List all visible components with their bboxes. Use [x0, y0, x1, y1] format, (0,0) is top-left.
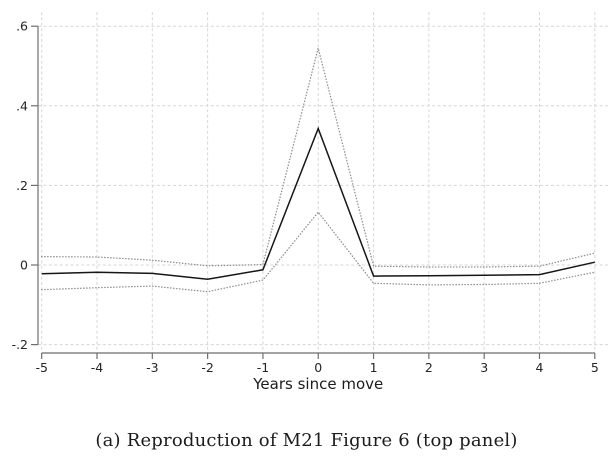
x-tick-label: 2: [425, 360, 433, 375]
x-tick-label: -4: [91, 360, 104, 375]
x-axis-title: Years since move: [252, 375, 383, 393]
y-tick-label: .6: [16, 19, 28, 34]
x-tick-label: 0: [314, 360, 322, 375]
series-point-estimate: [41, 126, 595, 281]
x-tick-label: -2: [201, 360, 213, 375]
x-tick-label: 5: [591, 360, 599, 375]
x-tick-label: -3: [146, 360, 158, 375]
y-tick-label: .4: [16, 98, 28, 113]
y-tick-label: 0: [20, 258, 28, 273]
caption: (a) Reproduction of M21 Figure 6 (top pa…: [95, 430, 518, 451]
x-tick-label: -1: [257, 360, 269, 375]
y-tick-label: .2: [16, 178, 28, 193]
x-tick-label: 4: [536, 360, 544, 375]
x-tick-label: 3: [480, 360, 488, 375]
series-ci-upper: [41, 47, 596, 268]
x-tick-label: 1: [370, 360, 378, 375]
event-study-chart: -.2 0 .2 .4 .6 -5 -4 -3 -2 -1 0 1 2 3 4 5 Years since mo…: [12, 12, 608, 393]
y-tick-label: -.2: [12, 337, 28, 352]
x-tick-label: -5: [35, 360, 47, 375]
